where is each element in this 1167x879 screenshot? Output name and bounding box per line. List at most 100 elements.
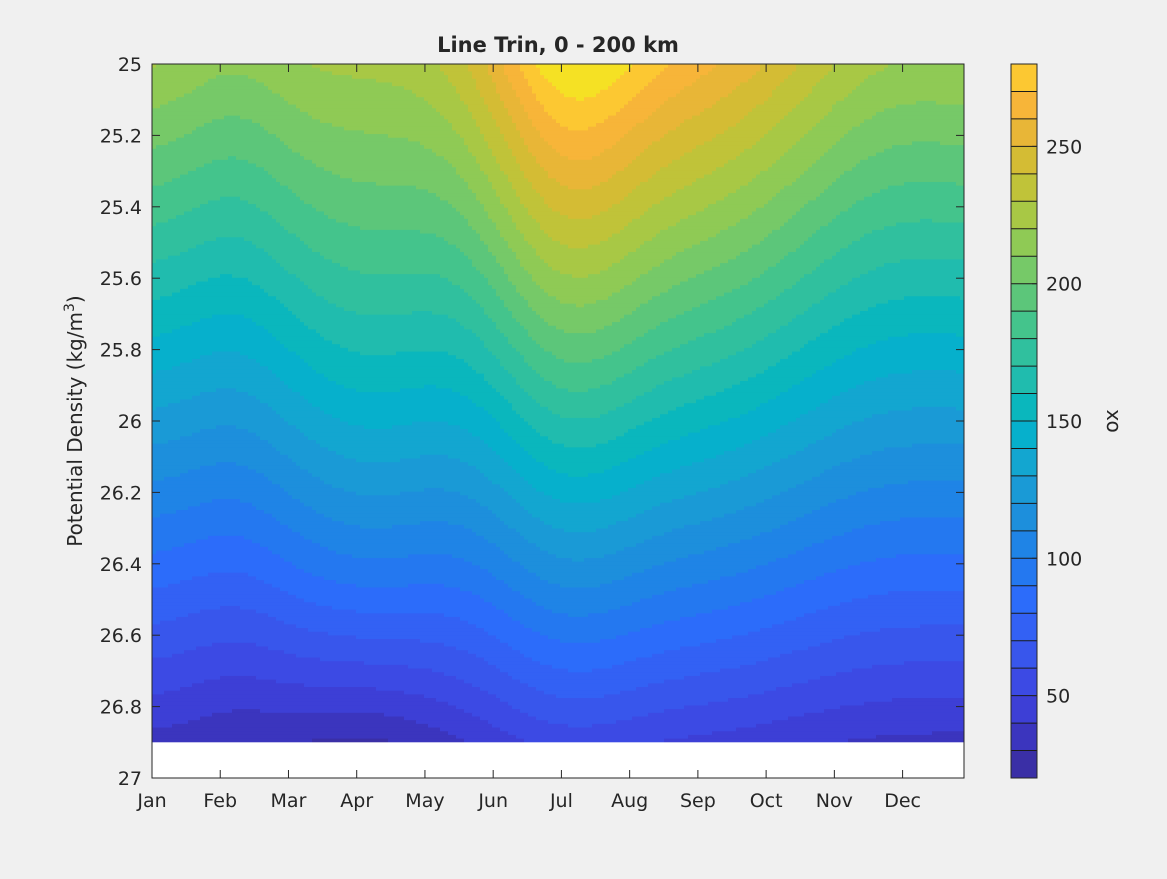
contour-cell (324, 410, 489, 415)
contour-cell (400, 491, 461, 496)
contour-cell (860, 454, 964, 460)
contour-cell (816, 609, 964, 614)
contour-cell (548, 550, 617, 555)
contour-cell (724, 325, 781, 331)
contour-cell (512, 495, 553, 500)
contour-cell (900, 517, 964, 522)
contour-cell (608, 86, 645, 91)
contour-cell (832, 639, 964, 644)
contour-cell (152, 392, 201, 397)
contour-cell (292, 495, 469, 500)
contour-cell (684, 119, 741, 124)
contour-cell (664, 620, 785, 625)
contour-cell (508, 108, 525, 113)
contour-cell (152, 705, 457, 710)
contour-cell (732, 288, 785, 294)
contour-cell (768, 167, 809, 172)
contour-cell (804, 344, 869, 349)
contour-cell (476, 122, 497, 128)
contour-cell (708, 425, 781, 430)
contour-cell (652, 476, 741, 482)
y-tick-label: 26.6 (100, 625, 142, 647)
contour-cell (484, 340, 509, 345)
contour-cell (536, 97, 577, 102)
contour-cell (440, 196, 477, 201)
contour-cell (628, 222, 677, 227)
contour-cell (152, 661, 365, 666)
contour-cell (752, 145, 793, 150)
contour-cell (868, 487, 964, 493)
contour-cell (764, 134, 805, 139)
contour-cell (632, 64, 669, 69)
contour-cell (504, 100, 521, 106)
contour-cell (648, 329, 717, 334)
colorbar-swatch (1011, 695, 1037, 724)
contour-cell (360, 270, 481, 275)
contour-cell (772, 89, 813, 95)
contour-cell (548, 141, 617, 146)
contour-cell (472, 75, 493, 80)
contour-cell (376, 687, 481, 692)
colorbar-tick-label: 200 (1046, 274, 1082, 296)
contour-cell (692, 244, 753, 249)
contour-cell (608, 524, 685, 530)
contour-cell (544, 521, 617, 526)
contour-cell (852, 668, 964, 673)
contour-cell (508, 642, 701, 648)
contour-cell (832, 108, 885, 113)
contour-cell (812, 476, 964, 482)
contour-cell (280, 554, 353, 559)
contour-cell (272, 513, 325, 519)
contour-cell (508, 244, 533, 249)
contour-cell (808, 93, 849, 98)
contour-cell (464, 288, 497, 294)
contour-cell (568, 668, 593, 673)
contour-cell (472, 111, 493, 117)
contour-cell (264, 325, 309, 331)
contour-cell (456, 355, 497, 360)
contour-cell (452, 554, 509, 559)
contour-cell (876, 71, 964, 76)
contour-cell (656, 108, 705, 113)
contour-cell (152, 126, 197, 131)
contour-cell (484, 373, 513, 378)
contour-cell (460, 587, 513, 592)
contour-cell (620, 229, 661, 235)
contour-cell (316, 292, 469, 297)
contour-cell (816, 440, 964, 445)
contour-cell (304, 683, 473, 688)
contour-cell (152, 266, 285, 272)
contour-cell (864, 381, 964, 386)
contour-cell (624, 167, 661, 172)
contour-cell (844, 425, 964, 430)
contour-cell (724, 292, 781, 297)
contour-cell (752, 535, 833, 541)
contour-cell (536, 156, 569, 161)
contour-cell (612, 292, 661, 297)
contour-cell (200, 355, 249, 360)
contour-cell (656, 75, 701, 80)
contour-cell (664, 709, 825, 714)
contour-cell (440, 727, 501, 732)
contour-cell (252, 119, 321, 124)
contour-cell (848, 495, 964, 500)
contour-cell (476, 119, 497, 124)
contour-cell (152, 572, 209, 578)
contour-cell (864, 233, 964, 238)
contour-cell (500, 163, 521, 168)
contour-cell (292, 148, 433, 154)
contour-cell (500, 639, 561, 644)
contour-cell (548, 720, 617, 725)
contour-cell (744, 347, 801, 353)
contour-cell (592, 215, 641, 220)
contour-cell (296, 624, 477, 629)
contour-cell (872, 664, 964, 670)
contour-cell (884, 67, 964, 72)
contour-cell (812, 233, 865, 238)
contour-cell (776, 159, 817, 165)
contour-cell (776, 395, 833, 401)
contour-cell (764, 465, 833, 471)
contour-cell (884, 226, 964, 231)
contour-cell (532, 119, 557, 124)
contour-cell (532, 122, 561, 128)
